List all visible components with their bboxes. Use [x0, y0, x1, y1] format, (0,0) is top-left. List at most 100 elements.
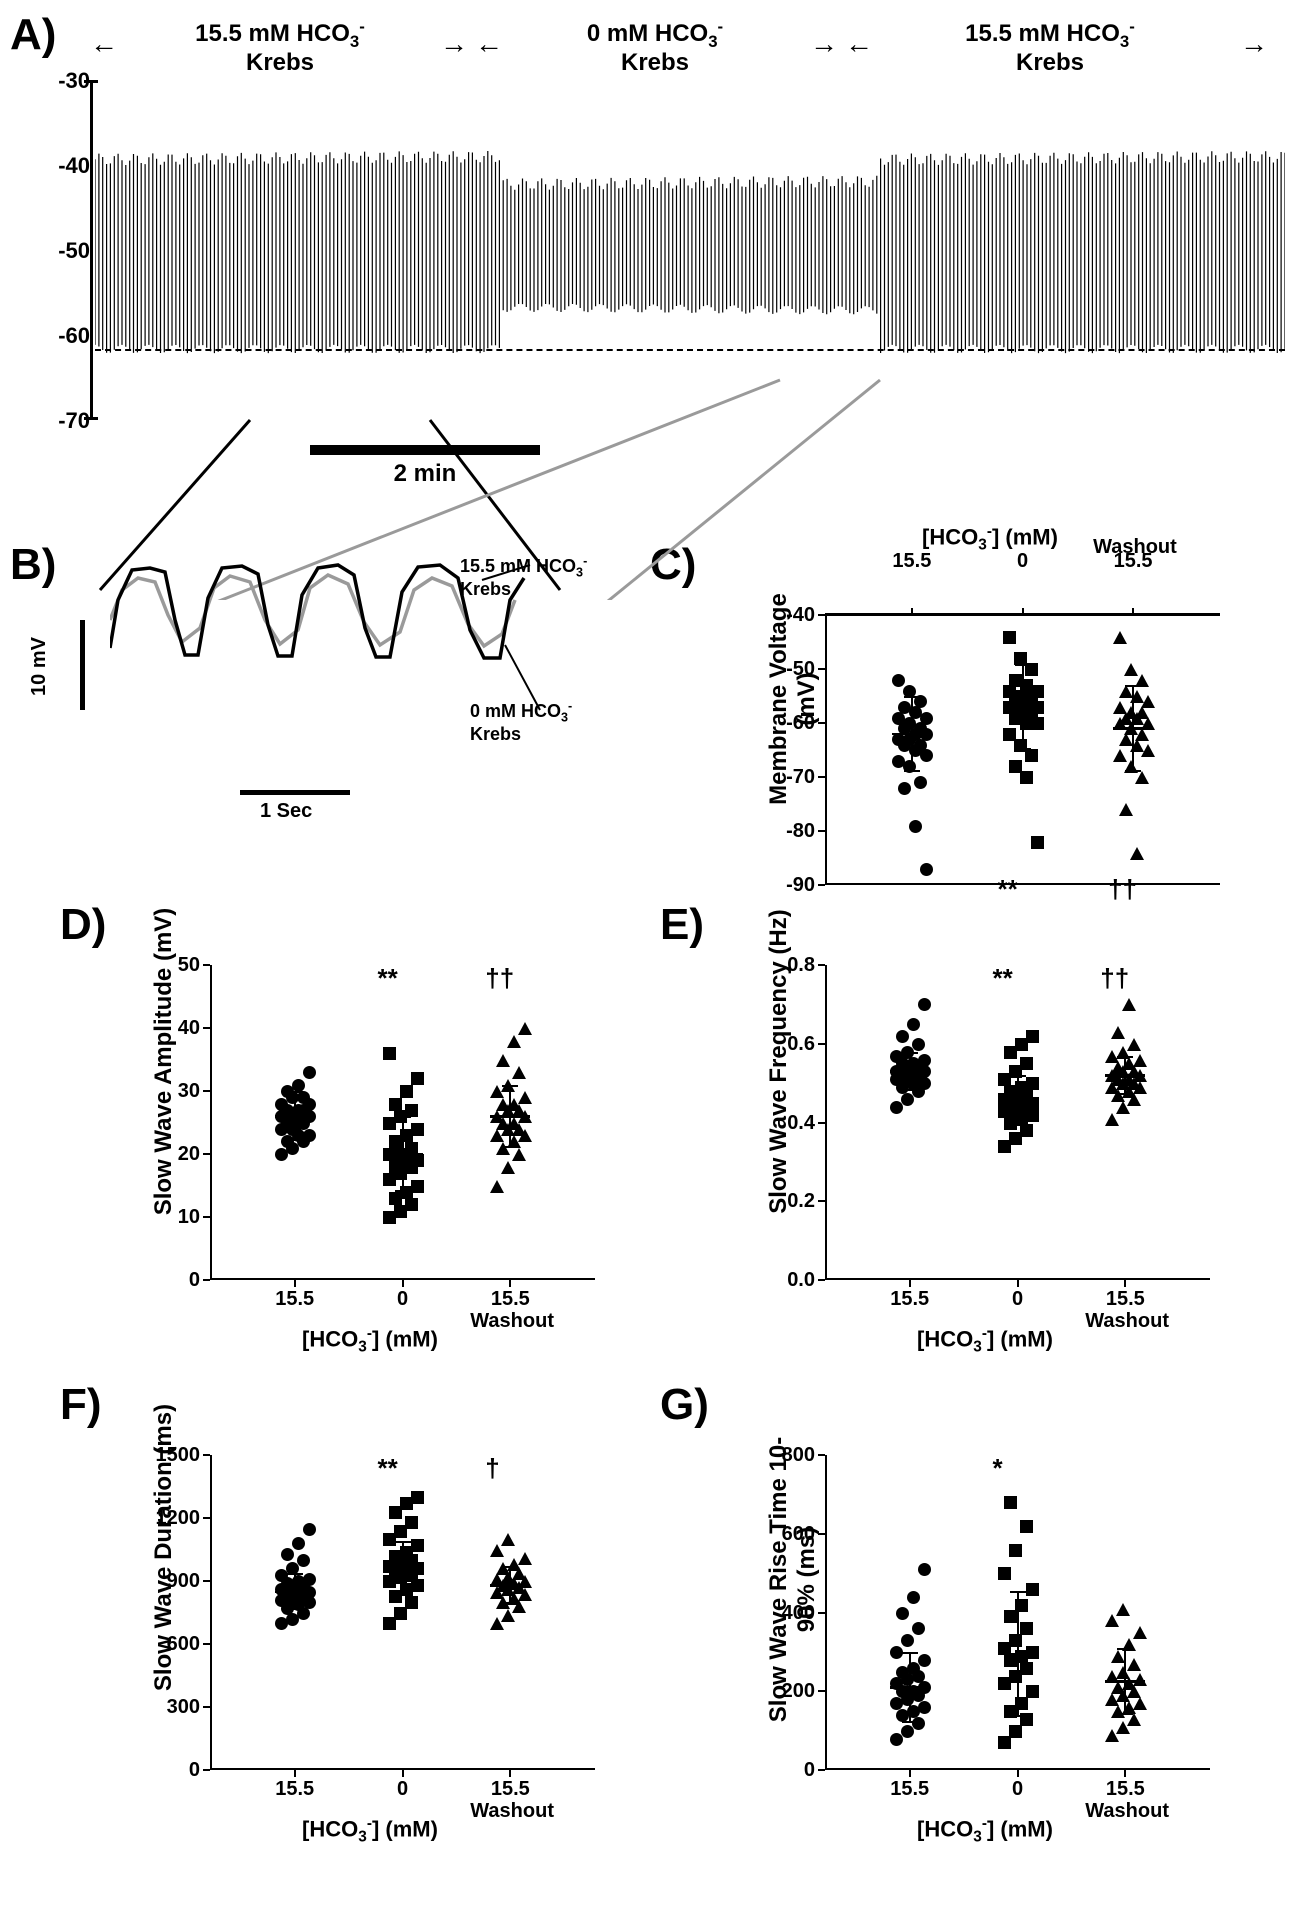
ytick-line	[818, 1279, 825, 1281]
data-point	[912, 1717, 925, 1730]
arrow-icon: ←	[845, 28, 873, 60]
significance-marker: **	[378, 1453, 398, 1484]
data-point	[1127, 1713, 1141, 1726]
data-point	[890, 1101, 903, 1114]
data-point	[903, 760, 916, 773]
data-point	[1122, 1638, 1136, 1651]
xtick-line	[402, 1280, 404, 1287]
xtick-line	[294, 1280, 296, 1287]
panel-label-d: D)	[60, 900, 106, 950]
arrow-icon: ←	[475, 28, 503, 60]
ytick-line	[203, 1643, 210, 1645]
panel-a-ytick: -40	[30, 153, 90, 179]
xtick-label: 15.5	[470, 1778, 550, 1801]
x-axis-label: [HCO3-] (mM)	[745, 1815, 1225, 1847]
xtick-label: 15.5	[255, 1778, 335, 1801]
ytick-line	[818, 1200, 825, 1202]
ytick-line	[203, 1279, 210, 1281]
data-point	[898, 782, 911, 795]
panel-a-axis-line	[90, 80, 93, 420]
data-point	[518, 1091, 532, 1104]
data-point	[1127, 1038, 1141, 1051]
x-axis-label: [HCO3-] (mM)	[130, 1815, 610, 1847]
data-point	[912, 1038, 925, 1051]
xtick-line	[509, 1280, 511, 1287]
xtick-label: 15.5	[470, 1288, 550, 1311]
significance-marker: *	[993, 1453, 1003, 1484]
data-point	[896, 1607, 909, 1620]
data-point	[405, 1142, 418, 1155]
x-axis-label: [HCO3-] (mM)	[745, 523, 1235, 555]
ytick-line	[818, 964, 825, 966]
xtick-label: 15.5	[1085, 1778, 1165, 1801]
panel-a-header: ← 15.5 mM HCO3-Krebs → ← 0 mM HCO3-Krebs…	[90, 18, 1270, 68]
panel-b: 10 mV 1 Sec 15.5 mM HCO3-Krebs 0 mM HCO3…	[40, 500, 600, 860]
xtick-line	[402, 1770, 404, 1777]
data-point	[1105, 1113, 1119, 1126]
data-point	[1031, 717, 1044, 730]
x-axis-label: [HCO3-] (mM)	[130, 1325, 610, 1357]
ytick-line	[203, 1769, 210, 1771]
data-point	[903, 685, 916, 698]
data-point	[411, 1072, 424, 1085]
x-axis-label: [HCO3-] (mM)	[745, 1325, 1225, 1357]
data-point	[1015, 1599, 1028, 1612]
ytick-line	[203, 1454, 210, 1456]
data-point	[1133, 1626, 1147, 1639]
xtick-line	[1017, 1770, 1019, 1777]
data-point	[1020, 1662, 1033, 1675]
xtick-label: 15.5	[255, 1288, 335, 1311]
data-point	[907, 1591, 920, 1604]
y-axis-label: Slow Wave Rise Time 10-90% (ms)	[765, 1422, 821, 1737]
ytick-line	[203, 964, 210, 966]
data-point	[1020, 1057, 1033, 1070]
data-point	[1135, 771, 1149, 784]
xtick-label: 0	[978, 1288, 1058, 1311]
data-point	[918, 1701, 931, 1714]
data-point	[901, 1093, 914, 1106]
xtick-label: 15.5	[870, 1778, 950, 1801]
data-point	[501, 1161, 515, 1174]
data-point	[1127, 1658, 1141, 1671]
ytick-line	[203, 1090, 210, 1092]
data-point	[1015, 1697, 1028, 1710]
xtick-line	[1124, 1770, 1126, 1777]
xtick-label: 15.5	[1085, 1288, 1165, 1311]
data-point	[901, 1634, 914, 1647]
data-point	[907, 1662, 920, 1675]
data-point	[1026, 1583, 1039, 1596]
data-point	[303, 1129, 316, 1142]
panel-b-hscale-label: 1 Sec	[260, 800, 312, 823]
significance-marker: †	[485, 1453, 499, 1484]
data-point	[281, 1548, 294, 1561]
panel-label-f: F)	[60, 1380, 102, 1430]
data-point	[1003, 631, 1016, 644]
xtick-label: 0	[978, 1778, 1058, 1801]
data-point	[389, 1098, 402, 1111]
panel-a-ytick: -30	[30, 68, 90, 94]
ytick-line	[818, 884, 825, 886]
panel-a-baseline	[95, 349, 1285, 351]
data-point	[1020, 1520, 1033, 1533]
panel-label-c: C)	[650, 540, 696, 590]
panel-b-grey-label: 0 mM HCO3-Krebs	[470, 700, 572, 744]
data-point	[411, 1491, 424, 1504]
data-point	[405, 1198, 418, 1211]
panel-a-yaxis: -30-40-50-60-70	[30, 80, 90, 420]
ytick-label: 0.0	[745, 1269, 815, 1292]
data-point	[512, 1066, 526, 1079]
data-point	[890, 1646, 903, 1659]
panel-label-e: E)	[660, 900, 704, 950]
data-point	[1133, 1054, 1147, 1067]
data-point	[998, 1736, 1011, 1749]
panel-b-black-label: 15.5 mM HCO3-Krebs	[460, 555, 587, 599]
significance-marker: **	[378, 963, 398, 994]
panel-label-a: A)	[10, 10, 56, 60]
y-axis-label: Membrane Voltage (mV)	[765, 564, 821, 834]
data-point	[901, 1046, 914, 1059]
data-point	[400, 1085, 413, 1098]
xtick-line	[1124, 1280, 1126, 1287]
data-point	[303, 1573, 316, 1586]
data-point	[1009, 1634, 1022, 1647]
data-point	[292, 1079, 305, 1092]
